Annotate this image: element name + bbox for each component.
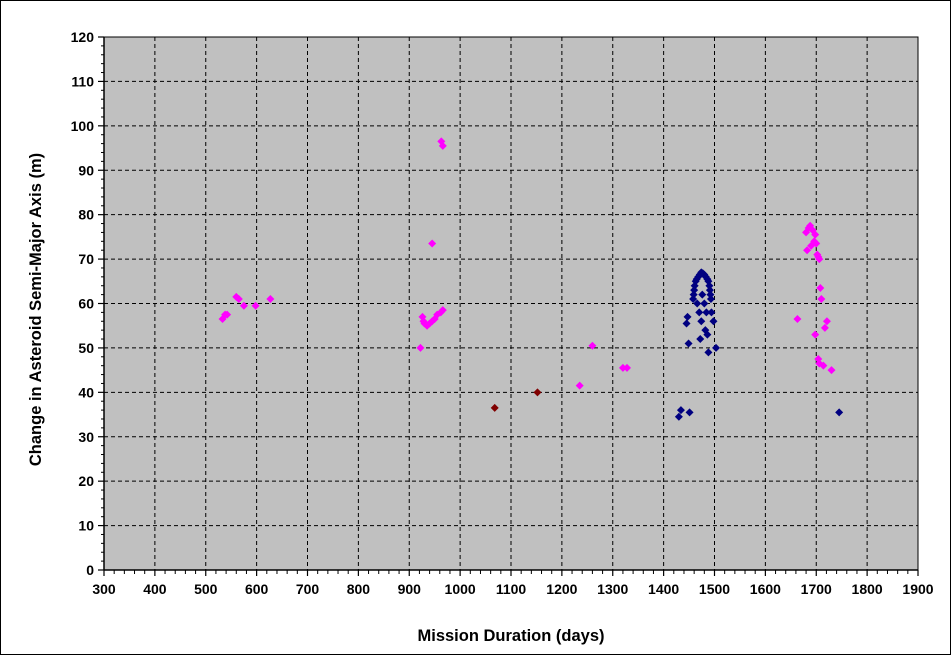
data-point: [266, 295, 275, 304]
data-point: [827, 366, 836, 375]
y-tick-label: 40: [78, 384, 94, 400]
x-tick-label: 1500: [699, 581, 730, 597]
x-tick-label: 400: [143, 581, 167, 597]
data-point: [820, 323, 829, 332]
x-tick-label: 1900: [902, 581, 933, 597]
data-point: [811, 230, 820, 239]
data-point: [702, 308, 711, 317]
data-point: [438, 141, 447, 150]
data-point: [533, 388, 542, 397]
x-tick-label: 1400: [648, 581, 679, 597]
y-tick-label: 10: [78, 518, 94, 534]
data-point: [803, 246, 812, 255]
y-tick-label: 110: [71, 73, 94, 89]
data-point: [698, 290, 707, 299]
x-tick-label: 900: [398, 581, 422, 597]
data-point: [709, 317, 718, 326]
data-point: [817, 295, 826, 304]
data-point: [676, 406, 685, 415]
grid-lines: [104, 37, 918, 570]
x-tick-label: 1700: [801, 581, 832, 597]
data-point: [703, 330, 712, 339]
data-point: [712, 343, 721, 352]
data-point: [706, 295, 715, 304]
y-tick-label: 50: [78, 340, 94, 356]
data-point: [695, 308, 704, 317]
y-tick-label: 60: [78, 296, 94, 312]
y-tick-label: 70: [78, 251, 94, 267]
data-point: [697, 317, 706, 326]
data-point: [682, 319, 691, 328]
data-point: [622, 363, 631, 372]
data-point: [239, 301, 248, 310]
x-tick-label: 1200: [546, 581, 577, 597]
x-tick-label: 1800: [852, 581, 883, 597]
data-point: [819, 361, 828, 370]
data-point: [700, 299, 709, 308]
y-tick-label: 100: [71, 118, 95, 134]
data-point: [490, 403, 499, 412]
x-tick-label: 700: [296, 581, 320, 597]
data-point: [693, 299, 702, 308]
x-tick-label: 1100: [496, 581, 527, 597]
data-point: [811, 330, 820, 339]
y-tick-label: 20: [78, 473, 94, 489]
data-point: [428, 239, 437, 248]
data-point: [793, 315, 802, 324]
data-point: [416, 343, 425, 352]
axes: [98, 36, 919, 576]
y-tick-label: 80: [78, 207, 94, 223]
x-tick-label: 1000: [445, 581, 476, 597]
y-tick-labels: 0 10 20 30 40 50 60 70 80 90 100 110 120: [71, 29, 95, 578]
y-tick-label: 120: [71, 29, 95, 45]
data-point: [835, 408, 844, 417]
x-axis-title: Mission Duration (days): [417, 627, 604, 645]
data-point: [223, 310, 232, 319]
data-point: [684, 339, 693, 348]
x-tick-label: 300: [92, 581, 116, 597]
y-tick-label: 90: [78, 162, 94, 178]
data-point: [251, 301, 260, 310]
data-point: [674, 412, 683, 421]
data-point: [822, 317, 831, 326]
x-tick-label: 1300: [597, 581, 628, 597]
data-point: [618, 363, 627, 372]
x-tick-labels: 300 400 500 600 700 800 900 1000 1100 1200 1300 140…: [92, 581, 933, 597]
data-point: [707, 308, 716, 317]
data-point: [704, 348, 713, 357]
data-point: [816, 283, 825, 292]
data-point: [696, 335, 705, 344]
data-points: [218, 137, 844, 421]
data-point: [588, 341, 597, 350]
data-point: [438, 306, 447, 315]
data-point: [575, 381, 584, 390]
y-tick-label: 30: [78, 429, 94, 445]
data-point: [815, 255, 824, 264]
data-point: [685, 408, 694, 417]
x-tick-label: 1600: [750, 581, 781, 597]
data-point: [683, 312, 692, 321]
x-tick-label: 600: [245, 581, 269, 597]
data-point: [812, 239, 821, 248]
x-tick-label: 800: [347, 581, 371, 597]
x-tick-label: 500: [194, 581, 218, 597]
data-point: [234, 295, 243, 304]
y-axis-title: Change in Asteroid Semi-Major Axis (m): [27, 153, 45, 466]
y-tick-label: 0: [86, 562, 94, 578]
